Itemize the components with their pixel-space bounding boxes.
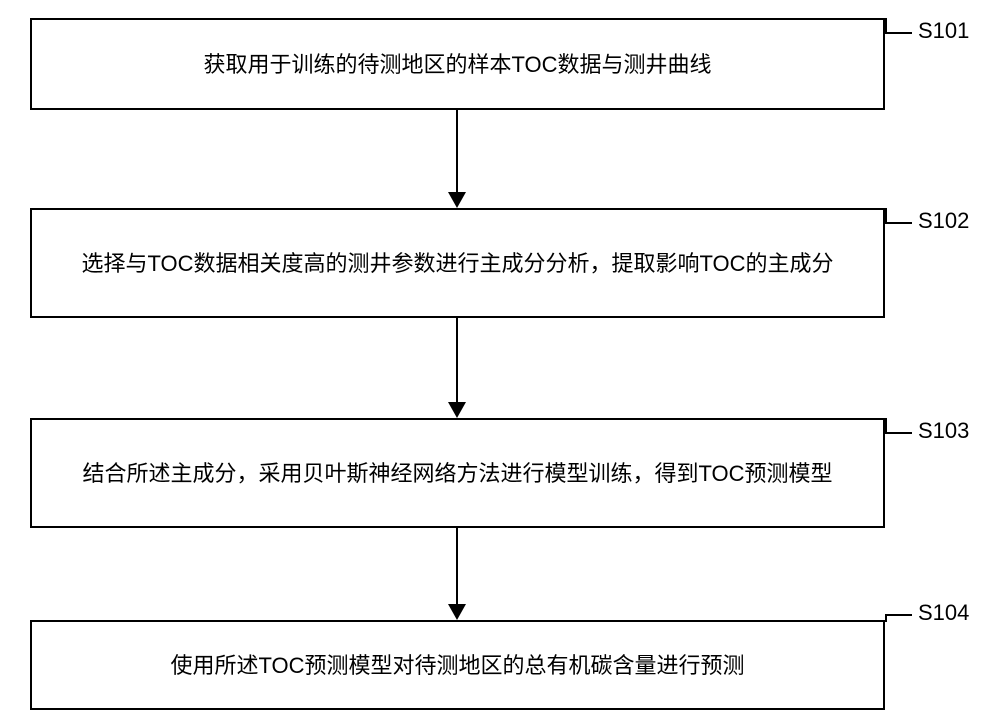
- step-label-s101: S101: [918, 18, 969, 44]
- label-notch: [885, 418, 887, 432]
- arrow-head: [448, 604, 466, 620]
- step-text: 使用所述TOC预测模型对待测地区的总有机碳含量进行预测: [170, 649, 744, 682]
- flowchart-canvas: 获取用于训练的待测地区的样本TOC数据与测井曲线 S101 选择与TOC数据相关…: [0, 0, 1000, 715]
- step-box-s101: 获取用于训练的待测地区的样本TOC数据与测井曲线: [30, 18, 885, 110]
- label-connector: [885, 222, 912, 224]
- step-box-s103: 结合所述主成分，采用贝叶斯神经网络方法进行模型训练，得到TOC预测模型: [30, 418, 885, 528]
- arrow-head: [448, 402, 466, 418]
- arrow-s1-s2: [456, 110, 458, 192]
- step-box-s104: 使用所述TOC预测模型对待测地区的总有机碳含量进行预测: [30, 620, 885, 710]
- step-label-s103: S103: [918, 418, 969, 444]
- arrow-s2-s3: [456, 318, 458, 402]
- step-box-s102: 选择与TOC数据相关度高的测井参数进行主成分分析，提取影响TOC的主成分: [30, 208, 885, 318]
- label-notch: [885, 18, 887, 32]
- step-label-s102: S102: [918, 208, 969, 234]
- step-text: 获取用于训练的待测地区的样本TOC数据与测井曲线: [203, 48, 711, 81]
- label-connector: [885, 32, 912, 34]
- label-connector: [885, 614, 912, 616]
- step-label-s104: S104: [918, 600, 969, 626]
- label-notch: [885, 208, 887, 222]
- arrow-head: [448, 192, 466, 208]
- step-text: 结合所述主成分，采用贝叶斯神经网络方法进行模型训练，得到TOC预测模型: [82, 457, 832, 490]
- step-text: 选择与TOC数据相关度高的测井参数进行主成分分析，提取影响TOC的主成分: [81, 247, 833, 280]
- arrow-s3-s4: [456, 528, 458, 604]
- label-connector: [885, 432, 912, 434]
